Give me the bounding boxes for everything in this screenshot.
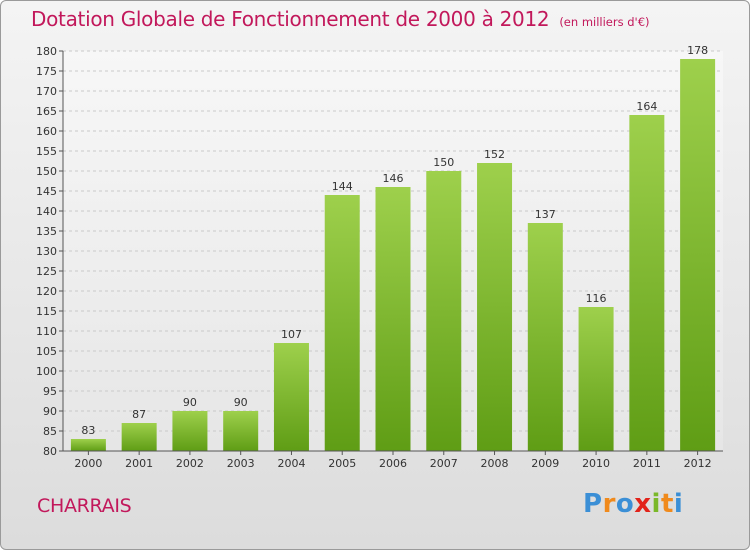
x-tick-label: 2006 <box>379 457 407 470</box>
data-label: 178 <box>687 44 708 57</box>
y-tick-label: 160 <box>36 125 57 138</box>
logo-letter: t <box>660 489 674 519</box>
y-tick-label: 140 <box>36 205 57 218</box>
bar-2008 <box>477 163 513 451</box>
x-tick-label: 2005 <box>328 457 356 470</box>
data-label: 146 <box>383 172 404 185</box>
data-label: 137 <box>535 208 556 221</box>
y-tick-label: 105 <box>36 345 57 358</box>
x-tick-label: 2002 <box>176 457 204 470</box>
bar-2010 <box>578 307 614 451</box>
labels: 80 85 90 95 100 105 110 115 120 125 130 135 140 145 15… <box>36 44 712 470</box>
y-tick-label: 130 <box>36 245 57 258</box>
bar-2003 <box>223 411 259 451</box>
axes <box>59 50 723 455</box>
y-tick-label: 120 <box>36 285 57 298</box>
x-tick-label: 2000 <box>74 457 102 470</box>
x-tick-label: 2009 <box>531 457 559 470</box>
bar-2012 <box>680 59 716 451</box>
bar-2001 <box>121 423 157 451</box>
chart-subtitle: (en milliers d'€) <box>559 15 650 29</box>
y-tick-label: 80 <box>43 445 57 458</box>
bars <box>70 59 716 451</box>
y-tick-label: 85 <box>43 425 57 438</box>
bar-2004 <box>273 343 309 451</box>
logo-letter: i <box>673 489 684 519</box>
bar-2011 <box>629 115 665 451</box>
y-tick-label: 110 <box>36 325 57 338</box>
y-tick-label: 175 <box>36 65 57 78</box>
data-label: 83 <box>81 424 95 437</box>
y-tick-label: 145 <box>36 185 57 198</box>
data-label: 116 <box>586 292 607 305</box>
y-tick-label: 125 <box>36 265 57 278</box>
bar-2006 <box>375 187 411 451</box>
y-tick-label: 180 <box>36 45 57 58</box>
y-tick-label: 115 <box>36 305 57 318</box>
y-tick-label: 95 <box>43 385 57 398</box>
y-tick-label: 135 <box>36 225 57 238</box>
bar-2009 <box>527 223 563 451</box>
chart-title: Dotation Globale de Fonctionnement de 20… <box>31 7 550 31</box>
x-tick-label: 2008 <box>481 457 509 470</box>
bar-2007 <box>426 171 462 451</box>
logo-letter: r <box>602 489 616 519</box>
x-tick-label: 2012 <box>684 457 712 470</box>
x-tick-label: 2011 <box>633 457 661 470</box>
x-tick-label: 2003 <box>227 457 255 470</box>
y-tick-label: 100 <box>36 365 57 378</box>
y-tick-label: 90 <box>43 405 57 418</box>
title-block: Dotation Globale de Fonctionnement de 20… <box>31 7 650 31</box>
logo-letter: P <box>583 489 603 519</box>
y-tick-label: 150 <box>36 165 57 178</box>
data-label: 164 <box>636 100 657 113</box>
data-label: 87 <box>132 408 146 421</box>
data-label: 90 <box>234 396 248 409</box>
x-tick-label: 2010 <box>582 457 610 470</box>
bar-2002 <box>172 411 208 451</box>
data-label: 150 <box>433 156 454 169</box>
data-label: 144 <box>332 180 353 193</box>
x-tick-label: 2004 <box>277 457 305 470</box>
logo-letter: o <box>615 489 635 519</box>
logo-letter: i <box>651 489 661 519</box>
x-tick-label: 2007 <box>430 457 458 470</box>
bar-2000 <box>70 439 106 451</box>
commune-name: CHARRAIS <box>37 495 132 517</box>
y-tick-label: 170 <box>36 85 57 98</box>
y-tick-label: 155 <box>36 145 57 158</box>
data-label: 90 <box>183 396 197 409</box>
x-tick-label: 2001 <box>125 457 153 470</box>
bar-2005 <box>324 195 360 451</box>
y-tick-label: 165 <box>36 105 57 118</box>
logo-letter: x <box>634 489 652 519</box>
data-label: 152 <box>484 148 505 161</box>
proxiti-logo: Proxiti <box>583 489 683 519</box>
data-label: 107 <box>281 328 302 341</box>
